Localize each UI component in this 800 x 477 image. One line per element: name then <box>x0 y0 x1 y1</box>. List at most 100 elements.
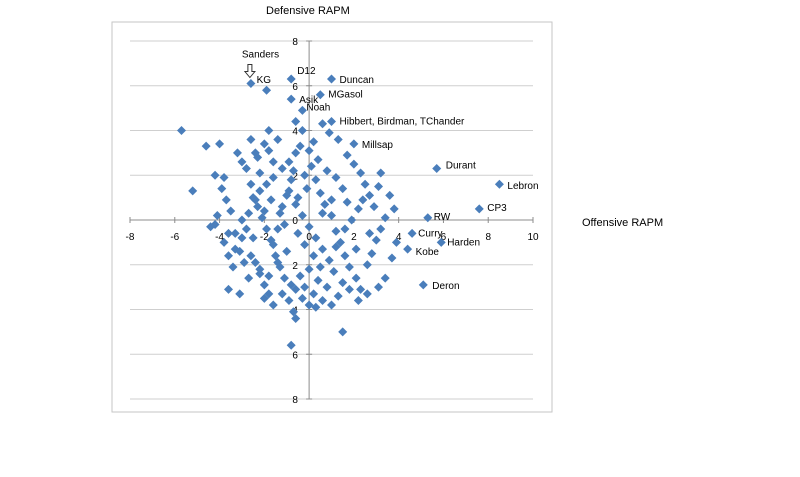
data-point <box>279 273 289 283</box>
data-point <box>264 146 274 156</box>
y-tick-label: 2 <box>292 261 298 272</box>
data-point <box>315 188 325 198</box>
data-point <box>353 204 363 214</box>
data-point <box>360 179 370 189</box>
data-point <box>228 262 238 272</box>
data-point <box>331 172 341 182</box>
data-point <box>304 146 314 156</box>
data-point <box>374 282 384 292</box>
data-point <box>286 74 296 84</box>
data-point <box>311 233 321 243</box>
data-point <box>219 237 229 247</box>
point-label: Deron <box>432 281 459 292</box>
data-point <box>297 126 307 135</box>
data-point <box>235 246 245 256</box>
data-point <box>297 211 307 221</box>
point-label: Durant <box>446 161 476 172</box>
data-point <box>275 208 285 218</box>
data-point <box>277 289 287 299</box>
data-point <box>264 126 274 135</box>
data-point <box>237 215 247 225</box>
y-tick-label: 2 <box>292 171 298 182</box>
data-point <box>188 186 198 196</box>
data-point <box>318 119 328 129</box>
data-point <box>318 208 328 218</box>
data-point <box>376 168 386 178</box>
data-point <box>327 117 336 127</box>
data-point <box>210 170 220 180</box>
data-point <box>237 157 247 167</box>
point-label: Millsap <box>362 140 394 151</box>
data-point <box>407 228 417 238</box>
data-point <box>389 204 399 214</box>
data-point <box>356 168 366 178</box>
data-point <box>250 258 260 268</box>
data-point <box>387 253 397 263</box>
data-point <box>309 289 319 299</box>
data-point <box>342 197 352 207</box>
data-point <box>327 74 336 84</box>
point-label: MGasol <box>328 90 362 101</box>
data-point <box>224 228 234 238</box>
point-label: Harden <box>447 237 480 248</box>
data-point <box>331 242 341 252</box>
point-label: Hibbert, Birdman, TChander <box>340 117 466 128</box>
data-point <box>235 289 245 299</box>
data-point <box>246 134 256 144</box>
data-point <box>324 128 334 138</box>
data-point <box>259 280 269 290</box>
data-point <box>255 264 265 274</box>
data-point <box>286 94 296 104</box>
data-point <box>230 228 240 238</box>
point-label: Lebron <box>507 181 538 192</box>
data-point <box>293 193 303 203</box>
y-tick-label: 0 <box>292 216 298 227</box>
data-point <box>246 79 256 89</box>
y-tick-label: 6 <box>292 350 298 361</box>
data-point <box>436 237 446 247</box>
data-point <box>313 275 323 285</box>
data-point <box>340 224 350 234</box>
data-point <box>279 219 289 229</box>
data-point <box>423 213 433 223</box>
data-point <box>297 105 307 115</box>
data-point <box>219 172 229 182</box>
data-point <box>248 193 258 203</box>
data-point <box>255 168 265 178</box>
data-point <box>237 233 247 243</box>
data-point <box>300 240 310 250</box>
data-point <box>286 340 296 350</box>
x-tick-label: -4 <box>215 232 224 243</box>
tick-labels: -8-6-4-20246810864202468 <box>126 37 539 406</box>
data-point <box>403 244 413 254</box>
data-point <box>259 293 269 303</box>
data-point <box>291 117 301 127</box>
data-point <box>286 175 296 185</box>
data-point <box>327 211 336 221</box>
data-point <box>300 170 310 180</box>
data-point <box>309 251 319 261</box>
x-tick-label: 8 <box>485 232 491 243</box>
data-point <box>295 271 305 281</box>
data-point <box>331 226 341 236</box>
data-point <box>273 224 283 234</box>
data-point <box>253 152 263 162</box>
data-point <box>315 262 325 272</box>
data-point <box>356 284 366 294</box>
data-point <box>311 175 321 185</box>
data-point <box>297 293 307 303</box>
point-label: Noah <box>306 102 330 113</box>
data-point <box>264 271 274 281</box>
data-point <box>318 296 328 306</box>
point-label: Asik <box>299 95 319 106</box>
data-point <box>201 141 211 151</box>
data-point <box>358 195 368 205</box>
data-point <box>253 202 263 212</box>
data-point <box>282 246 292 256</box>
data-point <box>362 289 372 299</box>
data-point <box>176 126 186 135</box>
data-point <box>224 284 234 294</box>
x-tick-label: -8 <box>126 232 135 243</box>
